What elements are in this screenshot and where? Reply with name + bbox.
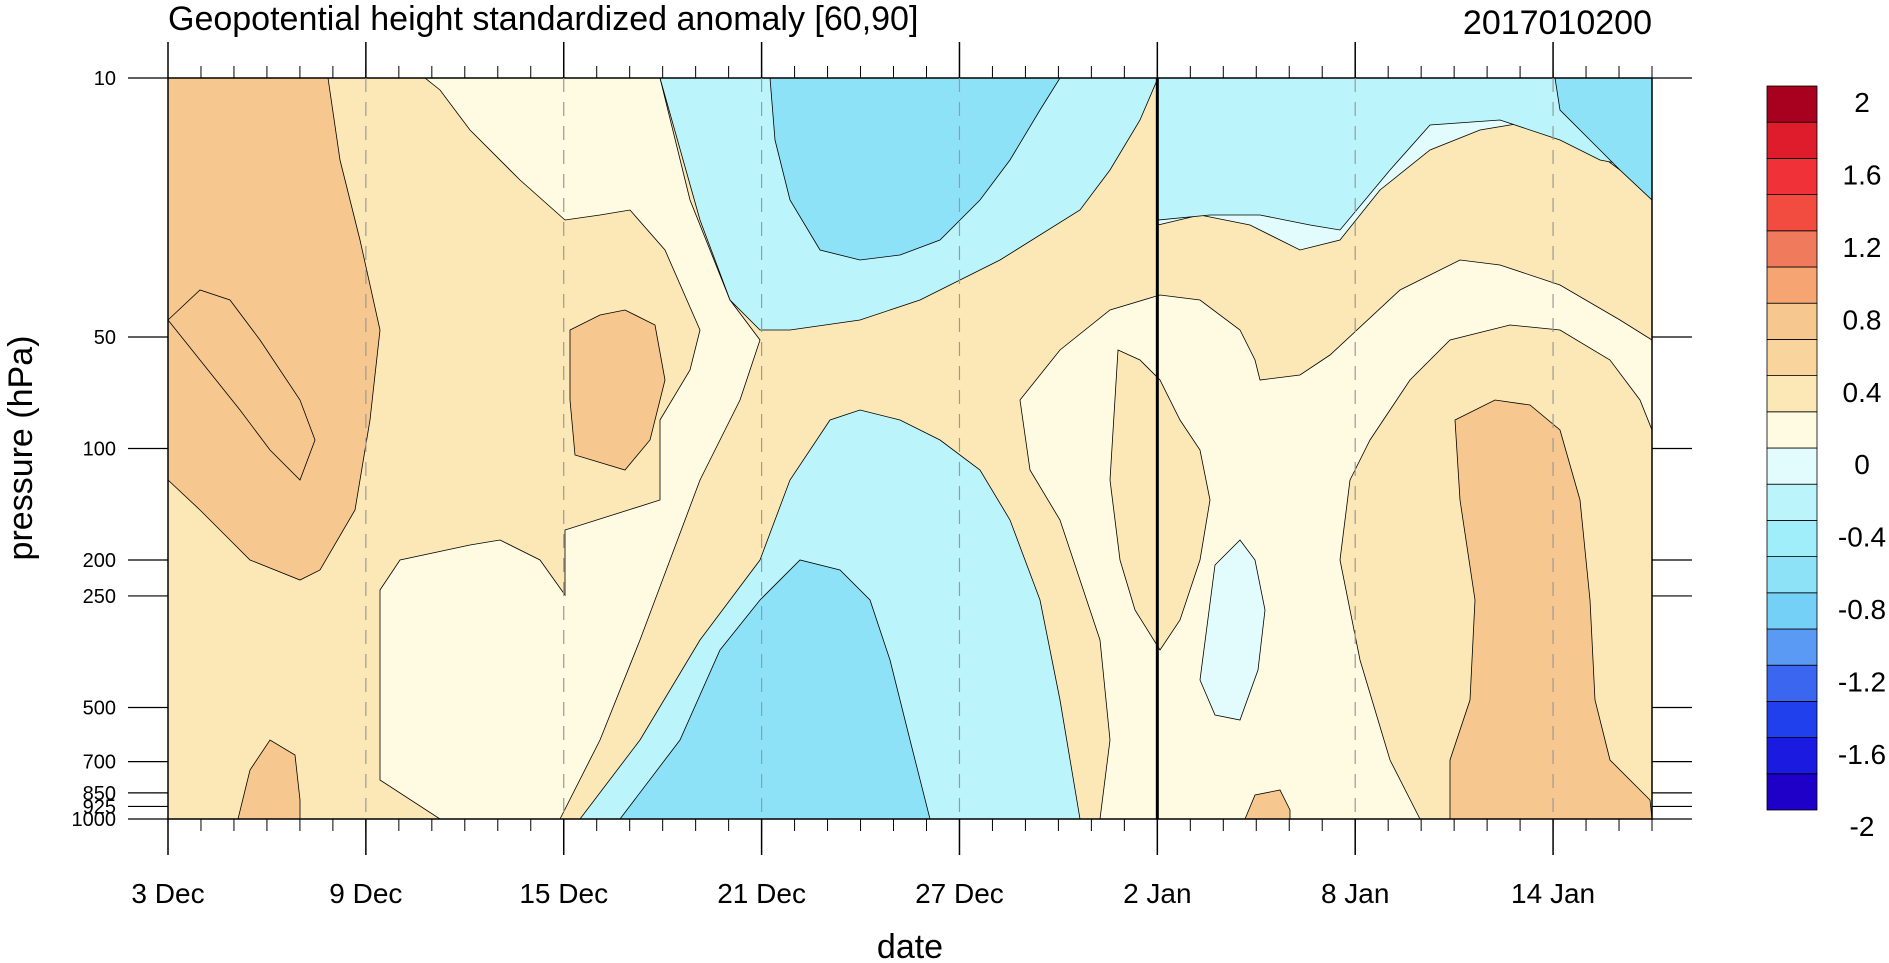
- colorbar-label: -0.8: [1838, 594, 1886, 625]
- x-axis-ticks: 3 Dec 9 Dec 15 Dec 21 Dec 27 Dec 2 Jan 8 Jan 14…: [131, 42, 1653, 909]
- anomaly-region-near-zero: [379, 78, 761, 819]
- chart-title: Geopotential height standardized anomaly…: [168, 0, 918, 38]
- y-tick-label: 250: [83, 586, 116, 608]
- colorbar-label: 0.8: [1843, 304, 1882, 335]
- anomaly-region-negative-corner: [1554, 78, 1652, 201]
- colorbar-swatch: [1766, 157, 1818, 195]
- y-tick-label: 850: [83, 783, 116, 805]
- y-tick-label: 200: [83, 550, 116, 572]
- anomaly-region-negative-core: [769, 78, 1061, 261]
- colorbar-swatch: [1766, 338, 1818, 376]
- anomaly-region-positive-left-bottom: [237, 739, 301, 819]
- colorbar-swatch: [1766, 230, 1818, 268]
- colorbar-label: -2: [1850, 811, 1875, 842]
- colorbar-swatch: [1766, 194, 1818, 232]
- colorbar-label: 2: [1854, 87, 1870, 118]
- y-tick-label: 700: [83, 752, 116, 774]
- colorbar-label: 0: [1854, 449, 1870, 480]
- colorbar-label: -1.6: [1838, 739, 1886, 770]
- colorbar-swatch: [1766, 85, 1818, 123]
- anomaly-region-positive-bottom-mid: [1244, 789, 1291, 819]
- colorbar-swatch: [1766, 411, 1818, 449]
- colorbar-swatch: [1766, 628, 1818, 666]
- anomaly-region-positive-core: [168, 289, 316, 481]
- contour-fill: [168, 78, 1652, 819]
- colorbar-swatch: [1766, 737, 1818, 775]
- colorbar-swatch: [1766, 121, 1818, 159]
- x-tick-label: 27 Dec: [915, 878, 1004, 909]
- colorbar-swatch: [1766, 483, 1818, 521]
- x-tick-label: 21 Dec: [717, 878, 806, 909]
- anomaly-region-positive-strip: [1109, 349, 1211, 651]
- x-tick-label: 15 Dec: [519, 878, 608, 909]
- anomaly-region-positive-right-core: [1449, 399, 1652, 819]
- y-axis-label: pressure (hPa): [2, 336, 40, 561]
- y-tick-label: 500: [83, 697, 116, 719]
- anomaly-region-positive-left: [168, 78, 381, 581]
- date-stamp: 2017010200: [1463, 4, 1652, 42]
- colorbar-label: 1.6: [1843, 160, 1882, 191]
- y-tick-label: 50: [94, 327, 116, 349]
- colorbar-label: 1.2: [1843, 232, 1882, 263]
- anomaly-region-positive-mid: [569, 309, 666, 471]
- colorbar-swatch: [1766, 664, 1818, 702]
- colorbar-label: 0.4: [1843, 377, 1882, 408]
- colorbar: 2 1.6 1.2 0.8 0.4 0 -0.4 -0.8 -1.2 -1.6 -2: [1766, 85, 1886, 842]
- colorbar-swatch: [1766, 302, 1818, 340]
- x-tick-label: 8 Jan: [1321, 878, 1390, 909]
- anomaly-region-near-zero-pocket: [1199, 539, 1266, 721]
- y-tick-label: 10: [94, 68, 116, 90]
- x-tick-label: 3 Dec: [131, 878, 204, 909]
- y-tick-label: 1000: [72, 809, 117, 831]
- colorbar-label: -1.2: [1838, 666, 1886, 697]
- colorbar-swatch: [1766, 520, 1818, 558]
- colorbar-swatch: [1766, 701, 1818, 739]
- x-axis-label: date: [877, 928, 943, 963]
- x-tick-label: 2 Jan: [1123, 878, 1192, 909]
- x-tick-label: 14 Jan: [1511, 878, 1595, 909]
- colorbar-swatch: [1766, 773, 1818, 811]
- colorbar-swatch: [1766, 266, 1818, 304]
- colorbar-swatch: [1766, 556, 1818, 594]
- colorbar-swatch: [1766, 592, 1818, 630]
- anomaly-region-negative-lower-core: [619, 559, 931, 819]
- colorbar-swatch: [1766, 447, 1818, 485]
- y-tick-label: 100: [83, 439, 116, 461]
- y-tick-label: 925: [83, 796, 116, 818]
- colorbar-swatch: [1766, 375, 1818, 413]
- x-tick-label: 9 Dec: [329, 878, 402, 909]
- colorbar-label: -0.4: [1838, 522, 1886, 553]
